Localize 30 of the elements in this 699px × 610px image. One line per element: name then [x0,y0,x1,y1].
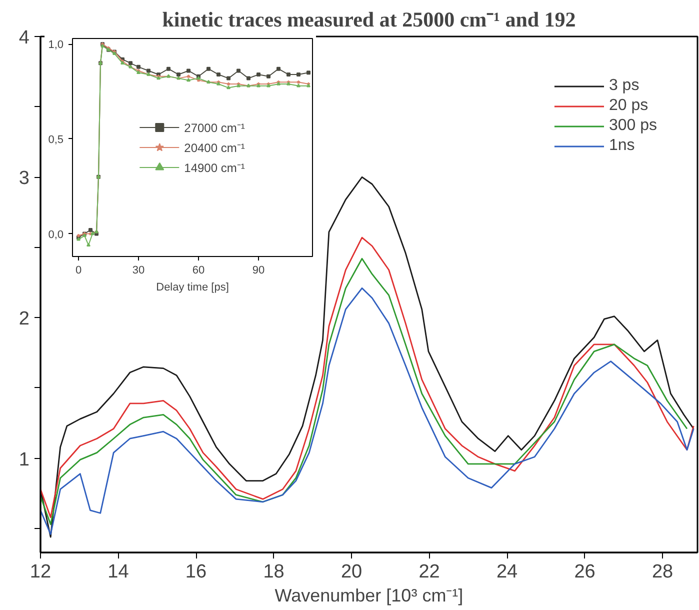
x-tick-label: 0 [75,264,82,276]
x-tick-label: 24 [496,562,518,582]
x-tick-label: 18 [263,562,284,582]
y-tick-label: 0,0 [48,228,64,241]
y-tick-label: 2 [18,308,30,330]
x-tick-label: 30 [132,264,145,276]
x-tick-label: 14 [108,562,130,582]
legend-label: 1ns [608,137,635,155]
legend-label: 20 ps [608,97,648,115]
x-tick-label: 26 [574,562,596,582]
x-axis-title: Wavenumber [10³ cm⁻¹] [274,586,464,606]
x-tick-label: 90 [252,264,265,276]
y-tick-label: 3 [18,168,30,190]
x-axis-title: Delay time [ps] [156,282,229,294]
legend-label: 300 ps [608,117,657,135]
legend-label: 27000 cm⁻¹ [184,120,245,136]
legend-label: 14900 cm⁻¹ [184,160,245,176]
x-tick-label: 60 [192,264,205,276]
y-tick-label: 0,5 [48,134,64,146]
x-tick-label: 22 [418,562,440,582]
y-tick-label: 1,0 [48,39,64,52]
y-tick-label: 1 [18,449,30,470]
x-tick-label: 12 [30,562,52,582]
x-tick-label: 16 [185,562,207,582]
chart-title: kinetic traces measured at 25000 cm⁻¹ and 192 [162,8,576,32]
y-tick-label: 4 [18,28,30,48]
legend-label: 20400 cm⁻¹ [184,140,245,156]
x-tick-label: 28 [652,562,674,582]
legend-label: 3 ps [608,77,640,95]
x-tick-label: 20 [340,562,362,582]
